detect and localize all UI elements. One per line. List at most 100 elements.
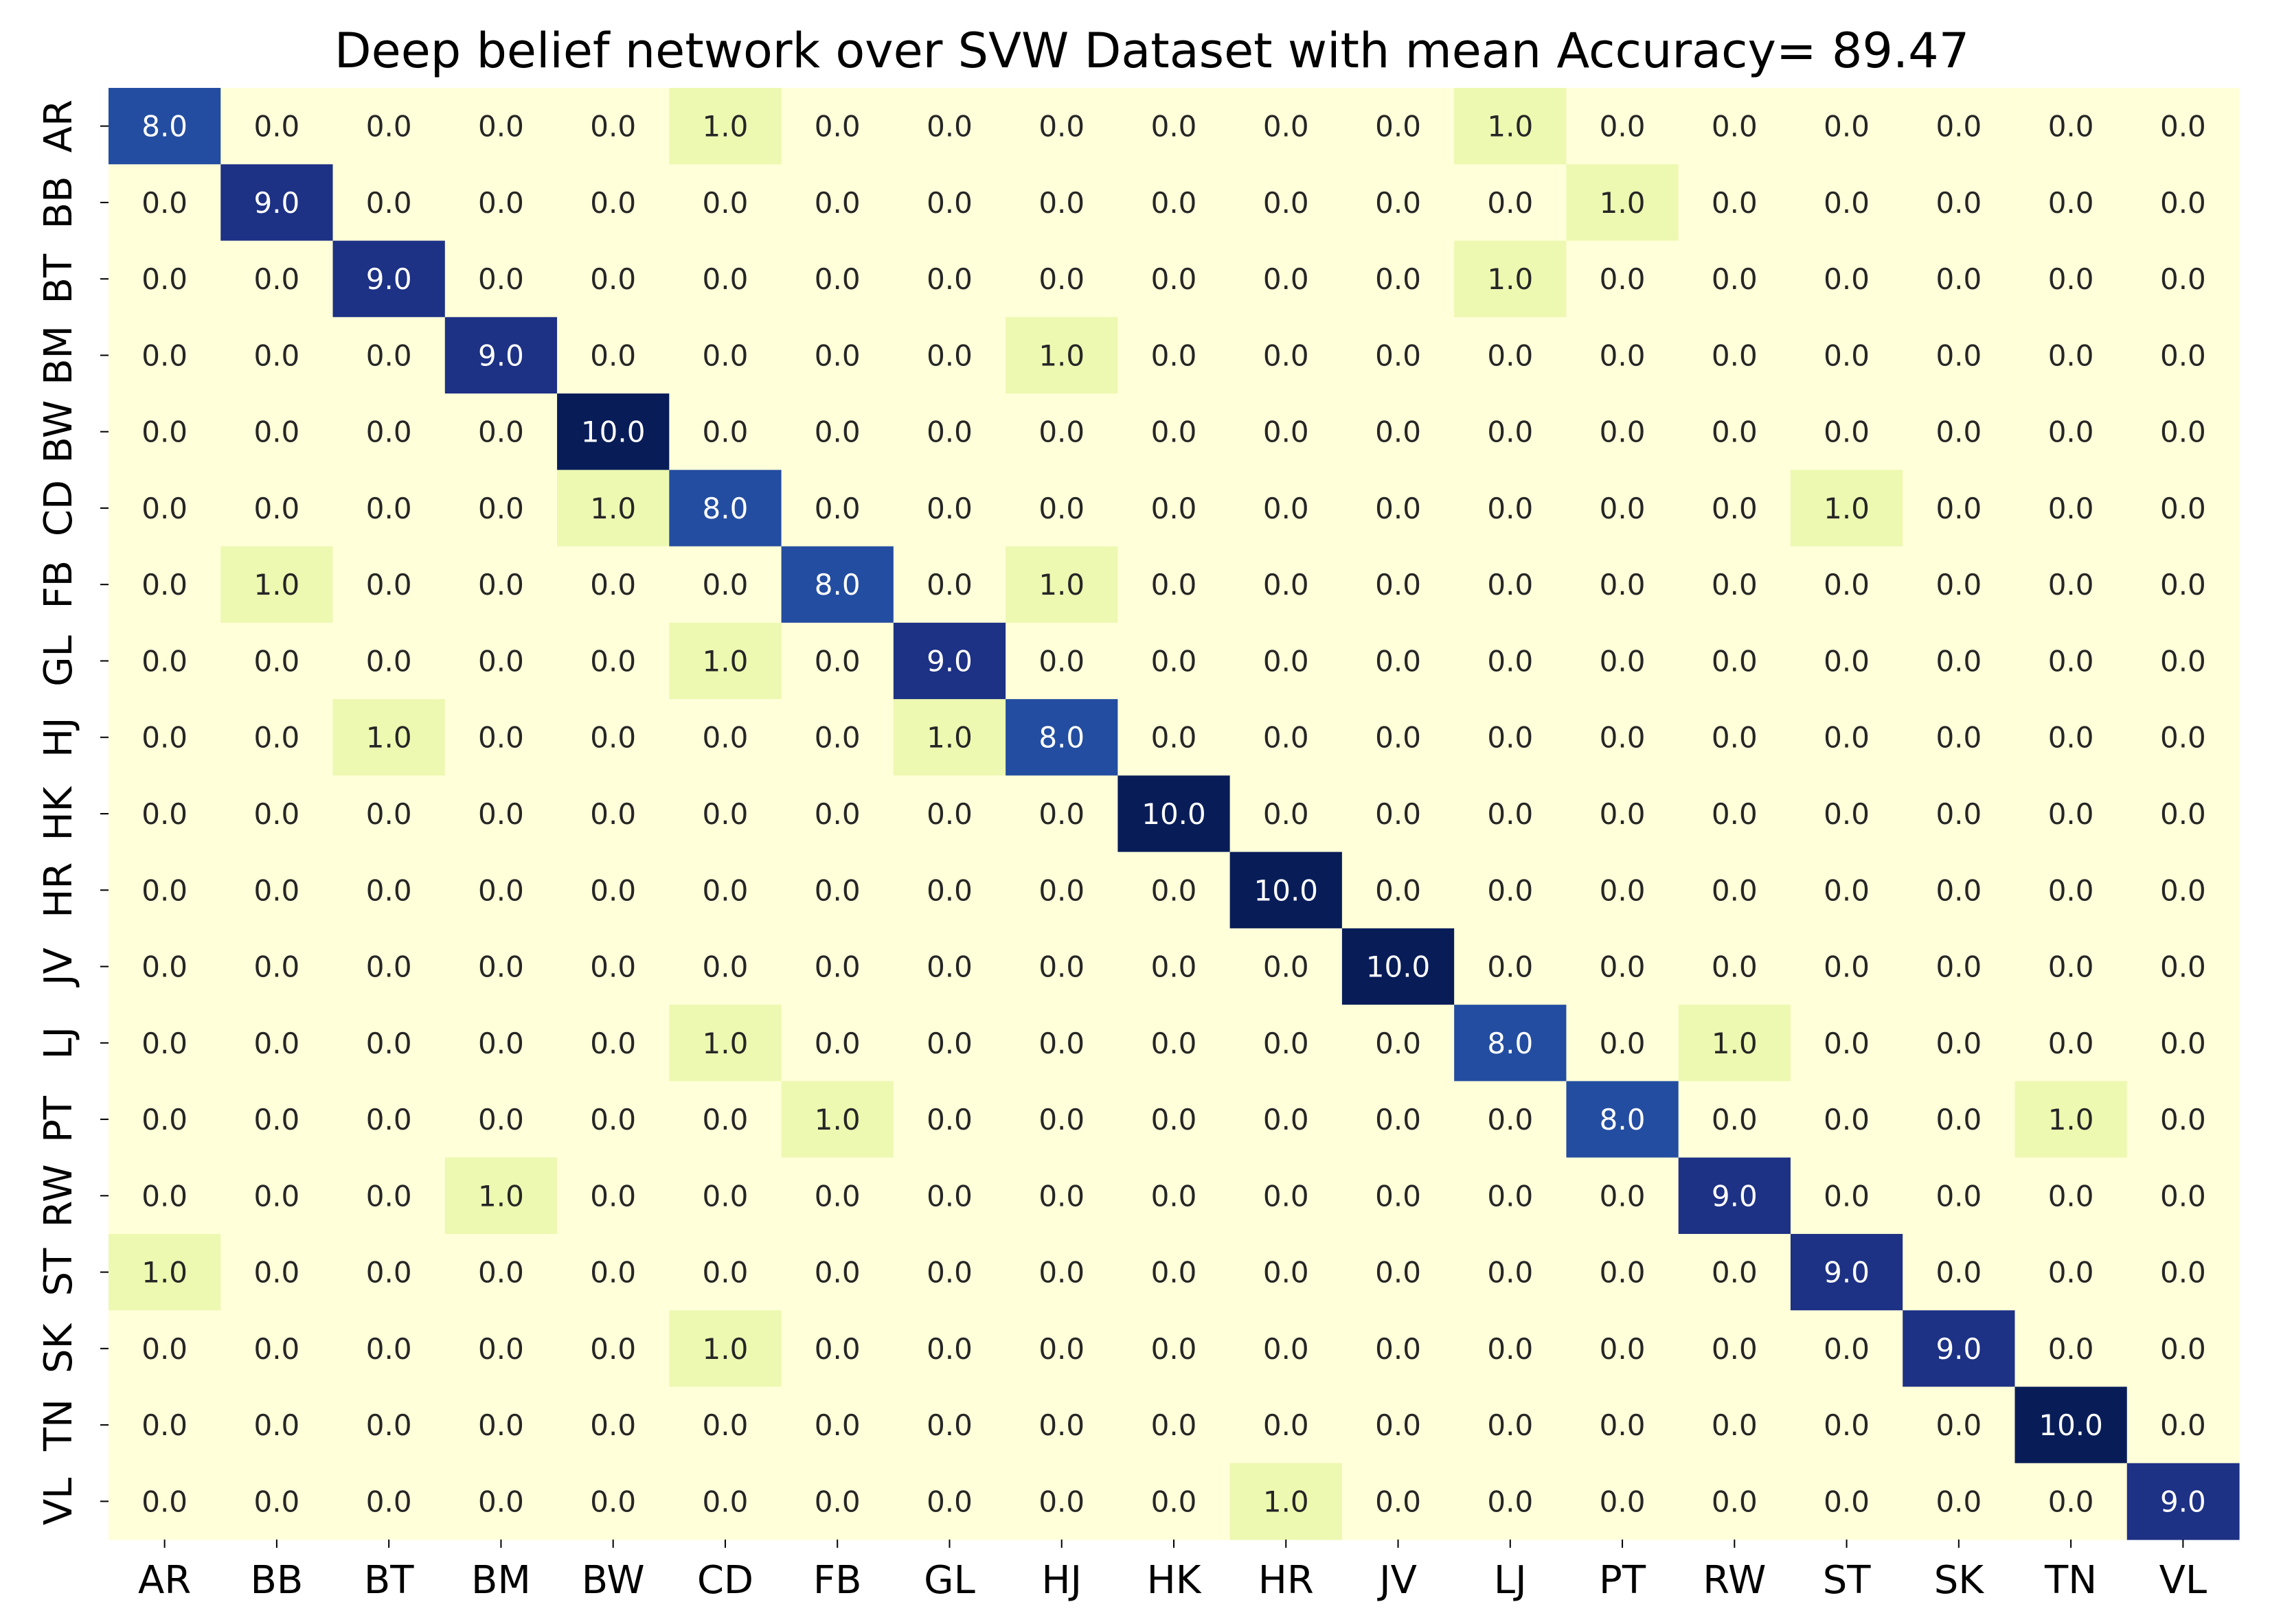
cell-value-label: 0.0 bbox=[590, 1103, 636, 1136]
heatmap-cell-sk-cd bbox=[669, 1310, 782, 1388]
cell-value-label: 0.0 bbox=[703, 1408, 749, 1442]
heatmap-cell-cd-hk bbox=[1117, 470, 1231, 547]
heatmap-cell-tn-pt bbox=[1566, 1386, 1679, 1464]
cell-value-label: 0.0 bbox=[2160, 1408, 2206, 1442]
cell-value-label: 0.0 bbox=[253, 1485, 299, 1518]
heatmap-cell-hj-gl bbox=[893, 699, 1006, 776]
cell-value-label: 0.0 bbox=[141, 1027, 188, 1060]
cell-value-label: 1.0 bbox=[703, 644, 749, 678]
cell-value-label: 0.0 bbox=[927, 1485, 973, 1518]
x-tick-label-hj: HJ bbox=[1041, 1558, 1082, 1603]
cell-value-label: 0.0 bbox=[2160, 1103, 2206, 1136]
heatmap-cell-lj-fb bbox=[781, 1005, 894, 1082]
heatmap-cell-vl-vl bbox=[2126, 1463, 2240, 1540]
cell-value-label: 0.0 bbox=[1038, 873, 1085, 907]
cell-value-label: 0.0 bbox=[1375, 1408, 1421, 1442]
heatmap-cell-bb-bw bbox=[557, 164, 670, 242]
heatmap-cell-st-rw bbox=[1678, 1233, 1791, 1311]
cell-value-label: 0.0 bbox=[1375, 1485, 1421, 1518]
cell-value-label: 0.0 bbox=[1487, 950, 1533, 984]
heatmap-cell-pt-pt bbox=[1566, 1081, 1679, 1158]
heatmap-cell-pt-lj bbox=[1454, 1081, 1567, 1158]
heatmap-cell-st-hj bbox=[1006, 1233, 1118, 1311]
heatmap-cell-lj-ar bbox=[109, 1005, 221, 1082]
cell-value-label: 0.0 bbox=[2048, 1027, 2094, 1060]
heatmap-cell-fb-tn bbox=[2014, 546, 2128, 624]
heatmap-cell-tn-st bbox=[1790, 1386, 1903, 1464]
heatmap-cell-bt-st bbox=[1790, 240, 1903, 318]
cell-value-label: 0.0 bbox=[590, 110, 636, 144]
heatmap-cell-gl-sk bbox=[1903, 622, 2016, 700]
cell-value-label: 0.0 bbox=[1375, 339, 1421, 372]
heatmap-cell-hk-rw bbox=[1678, 775, 1791, 853]
cell-value-label: 1.0 bbox=[703, 1332, 749, 1366]
cell-value-label: 0.0 bbox=[927, 415, 973, 449]
heatmap-cell-bt-sk bbox=[1903, 240, 2016, 318]
cell-value-label: 0.0 bbox=[1824, 262, 1870, 296]
heatmap-cell-vl-sk bbox=[1903, 1463, 2016, 1540]
heatmap-cell-bm-bt bbox=[332, 317, 446, 394]
cell-value-label: 9.0 bbox=[2160, 1485, 2206, 1518]
cell-value-label: 0.0 bbox=[927, 1332, 973, 1366]
heatmap-cell-tn-gl bbox=[893, 1386, 1006, 1464]
heatmap-cell-pt-tn bbox=[2014, 1081, 2128, 1158]
heatmap-cell-gl-hr bbox=[1229, 622, 1343, 700]
cell-value-label: 0.0 bbox=[253, 797, 299, 831]
cell-value-label: 0.0 bbox=[366, 1103, 412, 1136]
heatmap-cell-hk-cd bbox=[669, 775, 782, 853]
heatmap-cell-st-vl bbox=[2126, 1233, 2240, 1311]
cell-value-label: 0.0 bbox=[1600, 110, 1646, 144]
cell-value-label: 0.0 bbox=[1824, 415, 1870, 449]
heatmap-cell-tn-lj bbox=[1454, 1386, 1567, 1464]
heatmap-cell-ar-fb bbox=[781, 88, 894, 165]
heatmap-cell-hk-bt bbox=[332, 775, 446, 853]
cell-value-label: 0.0 bbox=[703, 1485, 749, 1518]
heatmap-cell-tn-bm bbox=[444, 1386, 558, 1464]
cell-value-label: 0.0 bbox=[815, 721, 861, 755]
heatmap-cell-hk-bm bbox=[444, 775, 558, 853]
cell-value-label: 0.0 bbox=[1038, 797, 1085, 831]
heatmap-cell-ar-bb bbox=[220, 88, 334, 165]
chart-title: Deep belief network over SVW Dataset wit… bbox=[334, 23, 1970, 79]
heatmap-cell-bm-hk bbox=[1117, 317, 1231, 394]
heatmap-cell-hj-cd bbox=[669, 699, 782, 776]
heatmap-cell-vl-st bbox=[1790, 1463, 1903, 1540]
cell-value-label: 0.0 bbox=[1712, 262, 1758, 296]
cell-value-label: 0.0 bbox=[1038, 1179, 1085, 1213]
cell-value-label: 0.0 bbox=[253, 492, 299, 525]
heatmap-cell-lj-jv bbox=[1341, 1005, 1455, 1082]
cell-value-label: 0.0 bbox=[1375, 262, 1421, 296]
heatmap-cell-rw-ar bbox=[109, 1157, 221, 1235]
cell-value-label: 0.0 bbox=[1712, 1332, 1758, 1366]
cell-value-label: 0.0 bbox=[2048, 950, 2094, 984]
heatmap-cell-bt-bb bbox=[220, 240, 334, 318]
cell-value-label: 0.0 bbox=[1263, 415, 1309, 449]
cell-value-label: 0.0 bbox=[1936, 644, 1982, 678]
cell-value-label: 0.0 bbox=[366, 186, 412, 220]
heatmap-cell-bt-lj bbox=[1454, 240, 1567, 318]
heatmap-cell-ar-pt bbox=[1566, 88, 1679, 165]
heatmap-cell-rw-hr bbox=[1229, 1157, 1343, 1235]
cell-value-label: 0.0 bbox=[253, 1103, 299, 1136]
heatmap-cell-rw-gl bbox=[893, 1157, 1006, 1235]
cell-value-label: 0.0 bbox=[253, 873, 299, 907]
heatmap-cell-sk-gl bbox=[893, 1310, 1006, 1388]
heatmap-cell-fb-vl bbox=[2126, 546, 2240, 624]
cell-value-label: 0.0 bbox=[366, 1179, 412, 1213]
cell-value-label: 0.0 bbox=[927, 1179, 973, 1213]
heatmap-cell-jv-bw bbox=[557, 928, 670, 1005]
heatmap-cell-st-tn bbox=[2014, 1233, 2128, 1311]
cell-value-label: 0.0 bbox=[478, 644, 524, 678]
cell-value-label: 0.0 bbox=[590, 797, 636, 831]
cell-value-label: 0.0 bbox=[1936, 1485, 1982, 1518]
cell-value-label: 0.0 bbox=[1038, 262, 1085, 296]
cell-value-label: 1.0 bbox=[1038, 568, 1085, 602]
heatmap-cell-hk-jv bbox=[1341, 775, 1455, 853]
cell-value-label: 0.0 bbox=[590, 186, 636, 220]
cell-value-label: 0.0 bbox=[590, 1485, 636, 1518]
heatmap-cell-jv-sk bbox=[1903, 928, 2016, 1005]
cell-value-label: 0.0 bbox=[1936, 797, 1982, 831]
heatmap-cell-vl-bm bbox=[444, 1463, 558, 1540]
heatmap-cell-bm-bm bbox=[444, 317, 558, 394]
heatmap-cell-bt-jv bbox=[1341, 240, 1455, 318]
